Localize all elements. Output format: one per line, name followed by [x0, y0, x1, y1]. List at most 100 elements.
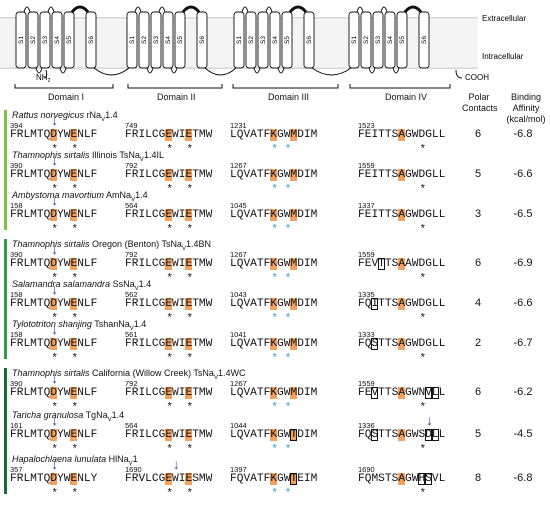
residue-number: 390: [10, 161, 23, 170]
residue: T: [192, 129, 199, 141]
residue: Q: [43, 387, 51, 399]
residue: T: [378, 429, 385, 441]
intracellular-label: Intracellular: [482, 52, 524, 61]
residue: A: [398, 169, 406, 181]
residue: M: [310, 473, 318, 485]
residue: G: [158, 338, 166, 350]
segment-label: S5: [177, 36, 184, 44]
residue: W: [63, 209, 71, 221]
residue: V: [243, 209, 251, 221]
contact-star-icon: *: [186, 488, 194, 500]
species-label: Thamnophis sirtalis Oregon (Benton) TsNa…: [12, 239, 211, 252]
residue: E *: [70, 338, 79, 365]
residue: L: [23, 473, 31, 485]
sequence-block-1: FRLMTQD * ↓ YWE * NLF: [10, 243, 97, 285]
residue: N: [77, 338, 84, 350]
sequence-block-2: FRILCGE * WIE * TMW: [125, 387, 212, 414]
residue: E *: [70, 429, 79, 456]
residue: D *: [418, 169, 427, 196]
residue-number: 1336: [358, 421, 375, 430]
species-label: Ambystoma mavortium AmNaV1.4: [12, 190, 148, 203]
down-arrow-icon: ↓: [425, 414, 434, 430]
residue: L: [83, 258, 91, 270]
residue: E: [364, 258, 372, 270]
residue: L: [145, 209, 152, 221]
contact-star-icon: *: [71, 488, 79, 500]
residue: L: [145, 169, 152, 181]
segment-label: S6: [199, 36, 206, 44]
residue-number: 1333: [358, 330, 375, 339]
residue-number: 1559: [358, 250, 375, 259]
residue: Q: [236, 387, 244, 399]
residue: W: [205, 429, 213, 441]
residue: S: [391, 169, 399, 181]
residue: A: [250, 387, 257, 399]
residue: W: [172, 387, 179, 399]
residue: F: [10, 129, 17, 141]
residue: T: [384, 473, 392, 485]
residue: E *: [185, 473, 194, 500]
residue: M: [310, 258, 318, 270]
residue: Q: [43, 429, 51, 441]
residue: V: [425, 387, 432, 399]
residue: I: [178, 209, 186, 221]
residue: T: [256, 473, 264, 485]
segment-d3-s4: [269, 11, 281, 69]
residue-number: 1231: [230, 121, 247, 130]
domain-2-label: Domain II: [157, 92, 196, 102]
residue: F: [90, 338, 98, 350]
contact-star-icon: *: [284, 273, 292, 285]
sequence-block-3: LQVATFK * GW * MDIM: [230, 387, 317, 414]
residue: W: [63, 387, 71, 399]
residue: W: [172, 169, 179, 181]
binding-affinity-value: -6.6: [513, 297, 533, 309]
sequence-block-4: FEITTSAGWD * GLL: [358, 129, 445, 156]
residue: E *: [70, 258, 79, 285]
residue: W: [205, 129, 213, 141]
residue: T: [192, 338, 199, 350]
residue: F: [263, 473, 271, 485]
residue: I: [178, 473, 186, 485]
residue: M: [30, 473, 37, 485]
residue: M: [310, 429, 318, 441]
residue: L: [83, 169, 91, 181]
residue: M: [30, 258, 37, 270]
residue: E *: [185, 258, 194, 285]
strain-name: Illinois: [92, 150, 118, 160]
contact-star-icon: *: [51, 488, 58, 500]
sequence-block-1: FRLMTQD * ↓ YWE * NLF: [10, 194, 97, 236]
residue: E *: [165, 209, 173, 236]
residue: F: [125, 338, 132, 350]
residue: M: [30, 429, 37, 441]
sequence-block-2: FRILCGE * WIE * TMW: [125, 169, 212, 196]
residue: F: [263, 429, 271, 441]
residue: K *: [270, 429, 278, 456]
residue: Q: [236, 429, 244, 441]
contact-star-icon: *: [51, 402, 58, 414]
segment-label: S6: [421, 36, 428, 44]
species-name: Tylototriton shanjing: [12, 319, 92, 329]
residue: W: [63, 298, 71, 310]
residue: G: [277, 429, 284, 441]
segment-d4-s5: [396, 11, 408, 69]
sequence-block-4: FQSTTSAGWS * D ↓ LL: [358, 414, 445, 456]
sequence-block-1: FRLMTQD * ↓ YWE * NLF: [10, 283, 97, 325]
channel-name: AmNaV1.4: [106, 190, 148, 203]
sequence-block-3: LQVATFK * GW * MDIM: [230, 298, 317, 325]
residue: M: [290, 298, 298, 310]
residue: W *: [283, 169, 292, 196]
segment-d4-s1: [348, 11, 360, 69]
residue: M: [198, 258, 206, 270]
residue: G: [425, 209, 432, 221]
residue: I: [178, 338, 186, 350]
residue: D *: [418, 129, 427, 156]
residue-number: 1337: [358, 201, 375, 210]
sequence-block-1: FRLMTQD * ↓ YWE * NLF: [10, 154, 97, 196]
residue: T: [378, 387, 385, 399]
residue: W: [411, 387, 419, 399]
contact-star-icon: *: [51, 184, 58, 196]
segment-d4-s3: [372, 11, 384, 69]
down-arrow-icon: ↓: [50, 154, 59, 170]
residue: F: [358, 258, 365, 270]
residue: M: [198, 129, 206, 141]
